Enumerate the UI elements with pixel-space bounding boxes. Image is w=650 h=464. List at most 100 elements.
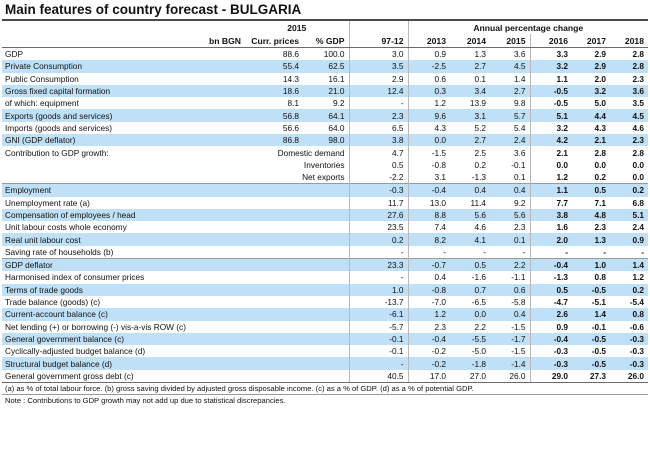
cell-year-value: 26.0 bbox=[610, 369, 648, 384]
cell-curr-prices: 88.6 bbox=[282, 49, 299, 60]
row-sublabel: Net exports bbox=[302, 172, 345, 183]
cell-year-value: 3.8 bbox=[529, 208, 572, 222]
year-header: 2015 bbox=[490, 34, 530, 48]
cell-year-value: 29.0 bbox=[529, 369, 572, 384]
row-label: General government gross debt (c) bbox=[2, 369, 245, 384]
cell-pct-gdp: 16.1 bbox=[328, 73, 345, 84]
cell-year-value: -1.7 bbox=[490, 332, 530, 346]
cell-97-12: 3.5 bbox=[348, 60, 408, 73]
row-label bbox=[2, 159, 198, 171]
row-label: Terms of trade goods bbox=[2, 283, 245, 296]
cell-year-value: -1.5 bbox=[511, 321, 526, 332]
cell-curr-prices bbox=[245, 271, 303, 283]
cell-pct-gdp: 64.1 bbox=[303, 109, 349, 122]
cell-97-12: -2.2 bbox=[348, 170, 408, 184]
forecast-panel: Main features of country forecast - BULG… bbox=[2, 0, 648, 406]
cell-curr-prices bbox=[245, 258, 303, 272]
cell-pct-gdp: 21.0 bbox=[303, 84, 349, 98]
cell-pct-gdp: 62.5 bbox=[303, 60, 349, 73]
cell-year-value: -1.6 bbox=[471, 272, 486, 283]
cell-year-value: 2.7 bbox=[490, 84, 530, 98]
cell-year-value: 0.1 bbox=[474, 73, 486, 84]
cell-year-value: 4.1 bbox=[450, 233, 490, 246]
cell-97-12: 0.2 bbox=[348, 233, 408, 246]
pct-gdp-header: % GDP bbox=[303, 34, 349, 48]
row-label: Public Consumption bbox=[5, 73, 79, 84]
cell-year-value: 0.2 bbox=[610, 183, 648, 197]
table-row: GDP 88.6 100.0 3.0 0.9 1.3 3.6 3.3 2.9 2.8 bbox=[2, 47, 648, 61]
cell-year-value: 3.2 bbox=[529, 60, 572, 73]
cell-year-value: 3.6 bbox=[513, 147, 526, 158]
cell-97-12: -6.1 bbox=[348, 308, 408, 321]
cell-97-12: 3.0 bbox=[348, 47, 408, 61]
cell-year-value: 8.8 bbox=[407, 208, 450, 222]
row-sublabel: Domestic demand bbox=[277, 147, 345, 158]
row-label: Saving rate of households (b) bbox=[5, 246, 114, 257]
table-row: Public Consumption 14.3 16.1 2.9 0.6 0.1 1.4 1.… bbox=[2, 72, 648, 85]
row-label: Trade balance (goods) (c) bbox=[5, 297, 101, 308]
row-label: Imports (goods and services) bbox=[5, 122, 112, 133]
cell-pct-gdp bbox=[303, 208, 349, 222]
cell-year-value: 0.5 bbox=[572, 183, 610, 197]
footnote-definitions: (a) as % of total labour force. (b) gros… bbox=[5, 384, 474, 394]
cell-year-value: 2.8 bbox=[632, 147, 644, 158]
row-label: GDP bbox=[5, 49, 23, 60]
cell-curr-prices: 56.6 bbox=[282, 122, 299, 133]
cell-year-value: -1.1 bbox=[511, 272, 526, 283]
cell-year-value: 1.2 bbox=[407, 97, 450, 110]
cell-curr-prices bbox=[245, 208, 303, 222]
cell-year-value: 9.2 bbox=[513, 197, 526, 208]
cell-97-12: 0.5 bbox=[348, 158, 408, 171]
cell-year-value: -1.5 bbox=[511, 346, 526, 357]
cell-year-value: 7.1 bbox=[594, 197, 606, 208]
cell-year-value: -0.4 bbox=[407, 332, 450, 346]
cell-year-value: 13.9 bbox=[469, 98, 486, 109]
cell-year-value: 1.1 bbox=[529, 183, 572, 197]
cell-year-value: 3.5 bbox=[632, 98, 644, 109]
year-header: 2013 bbox=[407, 34, 450, 48]
cell-year-value: 0.5 bbox=[529, 283, 572, 296]
cell-year-value: 7.4 bbox=[407, 221, 450, 234]
cell-year-value: 0.2 bbox=[474, 159, 486, 170]
row-label: Compensation of employees / head bbox=[2, 208, 245, 222]
cell-year-value: -1.8 bbox=[450, 357, 490, 370]
cell-year-value: -5.8 bbox=[511, 297, 526, 308]
cell-year-value: 0.0 bbox=[632, 159, 644, 170]
cell-year-value: 5.4 bbox=[513, 122, 526, 133]
cell-year-value: 2.2 bbox=[490, 258, 530, 272]
cell-year-value: 2.8 bbox=[632, 49, 644, 60]
cell-pct-gdp bbox=[303, 308, 349, 321]
cell-year-value: 5.6 bbox=[450, 208, 490, 222]
cell-year-value: 4.3 bbox=[407, 121, 450, 135]
table-row: Net exports -2.2 3.1 -1.3 0.1 1.2 0.2 0.0 bbox=[2, 170, 648, 184]
cell-97-12: -0.1 bbox=[348, 332, 408, 346]
cell-year-value: 26.0 bbox=[490, 369, 530, 384]
cell-year-value: -0.3 bbox=[629, 346, 644, 357]
cell-pct-gdp: 9.2 bbox=[332, 98, 345, 109]
table-row: General government gross debt (c) 40.5 17.… bbox=[2, 369, 648, 384]
cell-curr-prices bbox=[245, 283, 303, 296]
cell-year-value: 2.3 bbox=[513, 222, 526, 233]
table-row: Compensation of employees / head 27.6 8.8 5… bbox=[2, 208, 648, 222]
cell-year-value: -1.5 bbox=[407, 146, 450, 159]
cell-year-value: - bbox=[603, 246, 606, 257]
cell-97-12: - bbox=[348, 245, 408, 259]
cell-year-value: 0.4 bbox=[407, 271, 450, 284]
cell-year-value: 0.3 bbox=[407, 84, 450, 98]
cell-year-value: 3.2 bbox=[572, 84, 610, 98]
cell-year-value: 1.4 bbox=[572, 308, 610, 321]
cell-year-value: 1.2 bbox=[529, 170, 572, 184]
cell-year-value: 3.2 bbox=[529, 121, 572, 135]
table-row: Trade balance (goods) (c) -13.7 -7.0 -6.5 -5… bbox=[2, 295, 648, 309]
cell-year-value: 2.8 bbox=[594, 147, 606, 158]
cell-year-value: 5.7 bbox=[490, 109, 530, 122]
cell-curr-prices bbox=[245, 308, 303, 321]
cell-curr-prices bbox=[245, 332, 303, 346]
row-label: Private Consumption bbox=[2, 60, 245, 73]
cell-year-value: 17.0 bbox=[407, 369, 450, 384]
cell-year-value: 0.9 bbox=[610, 233, 648, 246]
cell-year-value: 4.3 bbox=[594, 122, 606, 133]
cell-year-value: -5.5 bbox=[450, 332, 490, 346]
cell-year-value: 3.4 bbox=[450, 84, 490, 98]
table-row: Cyclically-adjusted budget balance (d) -0… bbox=[2, 345, 648, 358]
